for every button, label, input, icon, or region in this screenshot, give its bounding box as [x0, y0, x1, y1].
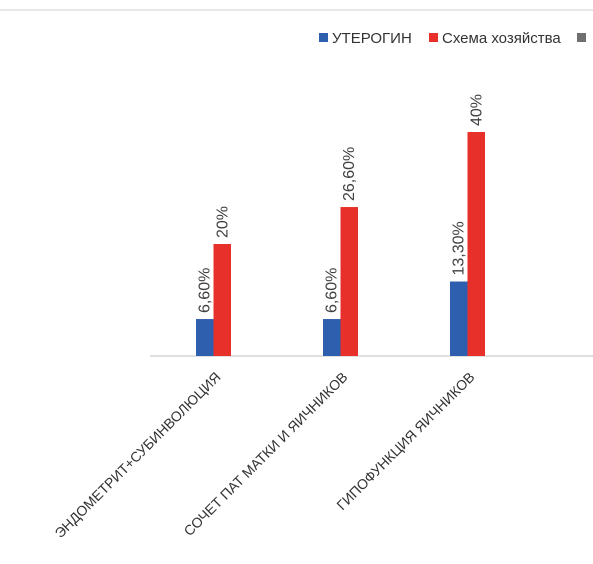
bar [196, 319, 214, 356]
bar [323, 319, 341, 356]
value-label: 26,60% [341, 147, 358, 201]
x-tick-label: ГИПОФУНКЦИЯ ЯИЧНИКОВ [333, 369, 477, 513]
legend-swatch [577, 33, 586, 42]
value-label: 6,60% [324, 268, 341, 313]
legend-swatch [319, 33, 328, 42]
value-label: 20% [214, 206, 231, 238]
bar [467, 132, 485, 356]
bar [450, 281, 468, 356]
bar [340, 207, 358, 356]
legend-label: Схема хозяйства [442, 30, 561, 47]
value-label: 6,60% [197, 268, 214, 313]
legend-label: УТЕРОГИН [332, 30, 412, 47]
bar [213, 244, 231, 356]
value-label: 13,30% [451, 221, 468, 275]
legend-swatch [429, 33, 438, 42]
value-label: 40% [468, 94, 485, 126]
